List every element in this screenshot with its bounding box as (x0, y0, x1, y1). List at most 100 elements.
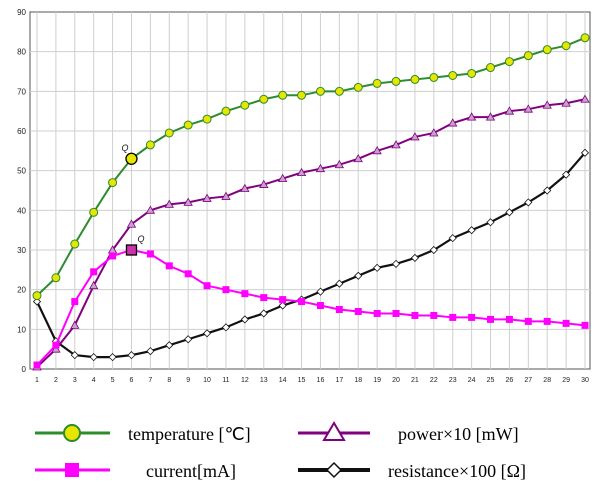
point-current-29 (563, 320, 570, 327)
x-tick-label-6: 6 (130, 377, 134, 384)
x-tick-label-11: 11 (222, 377, 229, 384)
x-tick-label-23: 23 (449, 377, 457, 384)
point-temperature-10 (203, 115, 211, 123)
point-temperature-13 (260, 95, 268, 103)
point-current-28 (544, 318, 551, 325)
point-temperature-14 (279, 91, 287, 99)
legend-label-resistance: resistance×100 [Ω] (388, 461, 526, 481)
point-current-13 (260, 294, 267, 301)
x-tick-label-4: 4 (92, 377, 96, 384)
point-current-30 (582, 322, 589, 329)
x-axis-ticks: 1 2 3 4 5 6 7 8 9 10 11 12 13 14 15 16 17 18 19 20 21 22 23 24 2… (35, 377, 589, 384)
y-tick-label-10: 10 (17, 325, 26, 334)
y-tick-label-60: 60 (17, 127, 26, 136)
x-tick-label-16: 16 (317, 377, 325, 384)
point-temperature-5 (109, 179, 117, 187)
point-current-2 (52, 342, 59, 349)
point-temperature-24 (468, 69, 476, 77)
legend-item-resistance: resistance×100 [Ω] (298, 461, 526, 481)
y-tick-label-70: 70 (17, 87, 26, 96)
point-current-7 (147, 250, 154, 257)
legend-label-current: current[mA] (146, 461, 236, 481)
legend-item-power: power×10 [mW] (298, 423, 519, 444)
point-current-26 (506, 316, 513, 323)
legend-marker-current (65, 463, 79, 477)
point-current-9 (185, 270, 192, 277)
point-temperature-27 (524, 52, 532, 60)
x-tick-label-7: 7 (148, 377, 152, 384)
x-tick-label-24: 24 (468, 377, 476, 384)
x-tick-label-29: 29 (562, 377, 570, 384)
x-tick-label-13: 13 (260, 377, 268, 384)
x-tick-label-12: 12 (241, 377, 249, 384)
x-tick-label-5: 5 (111, 377, 115, 384)
point-current-11 (222, 286, 229, 293)
y-tick-label-40: 40 (17, 206, 26, 215)
point-current-21 (411, 312, 418, 319)
x-tick-label-25: 25 (487, 377, 495, 384)
point-temperature-3 (71, 240, 79, 248)
point-current-23 (449, 314, 456, 321)
x-tick-label-3: 3 (73, 377, 77, 384)
legend-marker-resistance (327, 463, 341, 477)
point-current-3 (71, 298, 78, 305)
point-current-15 (298, 298, 305, 305)
point-temperature-2 (52, 274, 60, 282)
x-tick-label-14: 14 (279, 377, 287, 384)
point-current-5 (109, 252, 116, 259)
point-current-24 (468, 314, 475, 321)
y-tick-label-0: 0 (22, 365, 27, 374)
legend-item-current: current[mA] (35, 461, 236, 481)
point-temperature-23 (449, 71, 457, 79)
legend-marker-temperature (64, 425, 80, 441)
point-temperature-17 (335, 87, 343, 95)
point-current-17 (336, 306, 343, 313)
point-current-8 (166, 262, 173, 269)
point-temperature-9 (184, 121, 192, 129)
x-tick-label-2: 2 (54, 377, 58, 384)
point-temperature-16 (316, 87, 324, 95)
point-temperature-1 (33, 292, 41, 300)
x-tick-label-30: 30 (581, 377, 589, 384)
point-temperature-8 (165, 129, 173, 137)
x-tick-label-20: 20 (392, 377, 400, 384)
legend-label-temperature: temperature [℃] (128, 424, 251, 444)
x-tick-label-21: 21 (411, 377, 419, 384)
x-tick-label-28: 28 (543, 377, 551, 384)
x-tick-label-18: 18 (354, 377, 362, 384)
plot-area (30, 12, 590, 369)
point-temperature-12 (241, 101, 249, 109)
legend: temperature [℃] power×10 [mW] current[mA… (35, 423, 526, 481)
x-tick-label-8: 8 (167, 377, 171, 384)
point-temperature-26 (505, 58, 513, 66)
x-tick-label-17: 17 (335, 377, 343, 384)
y-tick-label-50: 50 (17, 167, 26, 176)
annotation-marker-1 (126, 245, 136, 255)
point-temperature-18 (354, 83, 362, 91)
annotation-label-1: Q (137, 234, 144, 244)
point-current-10 (204, 282, 211, 289)
y-tick-label-20: 20 (17, 286, 26, 295)
y-tick-label-30: 30 (17, 246, 26, 255)
y-tick-label-80: 80 (17, 48, 26, 57)
point-current-27 (525, 318, 532, 325)
x-tick-label-26: 26 (506, 377, 514, 384)
x-tick-label-19: 19 (373, 377, 381, 384)
point-current-25 (487, 316, 494, 323)
point-temperature-20 (392, 77, 400, 85)
point-current-1 (34, 362, 41, 369)
x-tick-label-10: 10 (203, 377, 211, 384)
annotation-label-0: Q (121, 143, 128, 153)
point-current-12 (241, 290, 248, 297)
point-temperature-21 (411, 75, 419, 83)
x-tick-label-22: 22 (430, 377, 438, 384)
y-tick-label-90: 90 (17, 8, 26, 17)
y-axis-ticks: 0 10 20 30 40 50 60 70 80 90 (17, 8, 26, 374)
point-temperature-25 (487, 64, 495, 72)
x-tick-label-9: 9 (186, 377, 190, 384)
point-current-22 (430, 312, 437, 319)
point-current-20 (393, 310, 400, 317)
point-current-16 (317, 302, 324, 309)
point-temperature-4 (90, 208, 98, 216)
